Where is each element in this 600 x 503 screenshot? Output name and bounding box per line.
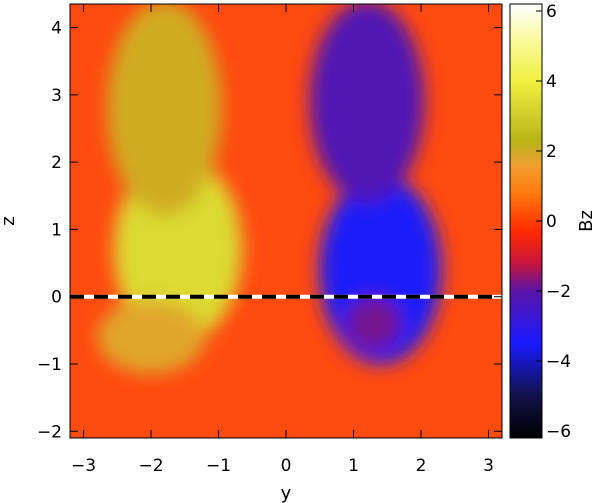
y-tick-label: −1: [37, 355, 62, 375]
x-tick-label: 2: [416, 456, 427, 476]
colorbar-tick-label: 0: [546, 212, 557, 232]
colorbar-ticks: 6 4 2 0 −2 −4 −6: [536, 2, 571, 442]
y-tick-label: 4: [51, 19, 62, 39]
x-axis: −3 −2 −1 0 1 2 3: [71, 4, 494, 476]
x-tick-label: −2: [138, 456, 163, 476]
y-tick-label: 1: [51, 220, 62, 240]
colorbar-tick-label: 2: [546, 142, 557, 162]
y-axis: −2 −1 0 1 2 3 4: [37, 19, 502, 442]
x-tick-label: 1: [348, 456, 359, 476]
colorbar-tick-label: 4: [546, 72, 557, 92]
heatmap-field: [70, 4, 502, 438]
field-region: [346, 296, 401, 351]
y-tick-label: 2: [51, 153, 62, 173]
colorbar-tick-label: −2: [546, 282, 571, 302]
y-tick-label: 3: [51, 86, 62, 106]
y-tick-label: 0: [51, 288, 62, 308]
field-region: [309, 4, 425, 203]
y-axis-label: z: [0, 216, 19, 225]
colorbar-tick-label: 6: [546, 2, 557, 22]
x-axis-label: y: [281, 483, 292, 503]
colorbar-tick-label: −6: [546, 422, 571, 442]
colorbar: 6 4 2 0 −2 −4 −6 Bz: [509, 2, 597, 442]
x-tick-label: 0: [281, 456, 292, 476]
colorbar-label: Bz: [576, 210, 597, 232]
x-tick-label: −3: [71, 456, 96, 476]
colorbar-tick-label: −4: [546, 352, 571, 372]
y-tick-label: −2: [37, 422, 62, 442]
field-region: [107, 4, 222, 216]
x-tick-label: 3: [483, 456, 494, 476]
field-region: [97, 300, 205, 375]
x-tick-label: −1: [206, 456, 231, 476]
